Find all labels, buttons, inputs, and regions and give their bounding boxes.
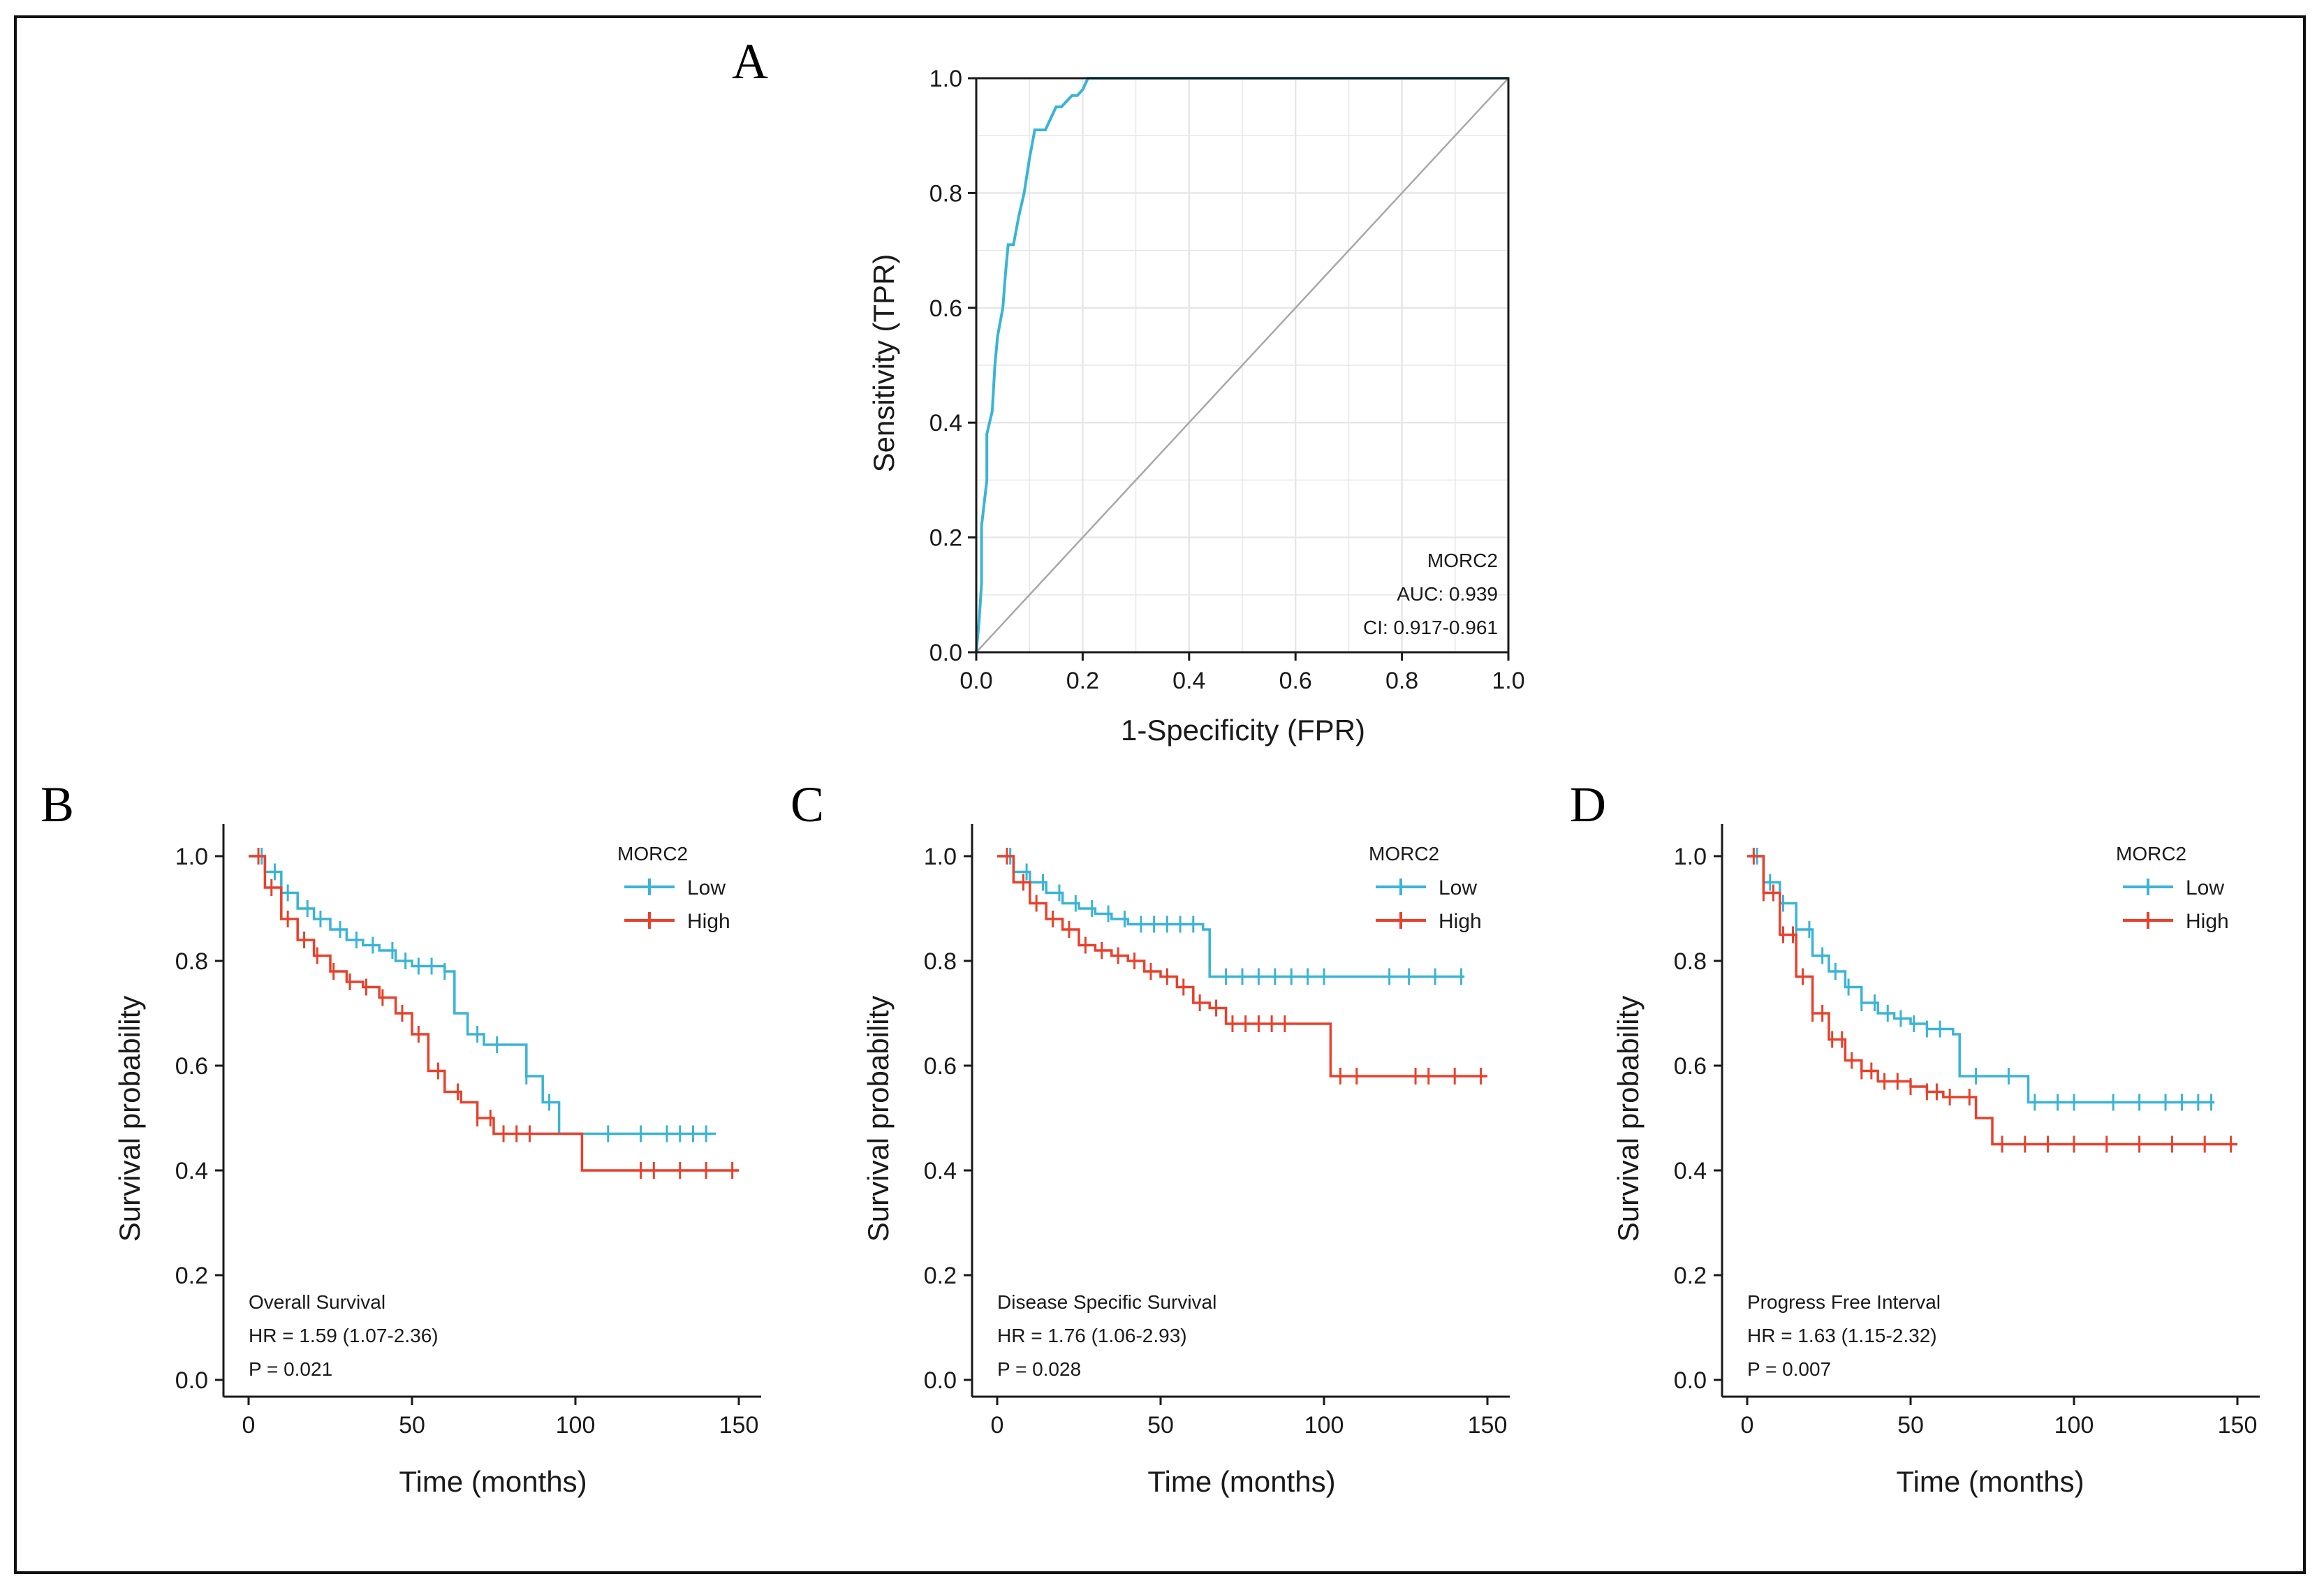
- roc-axes: 0.0 0.2 0.4 0.6 0.8 1.0 0.0 0.2 0.4 0.6 0.8 1.0: [929, 66, 1525, 694]
- roc-annotation-gene: MORC2: [1427, 550, 1498, 571]
- km-b-x-tick-label: 0: [242, 1412, 256, 1439]
- km-d-y-tick-label: 0.2: [1674, 1263, 1707, 1289]
- roc-x-tick-label: 0.8: [1385, 668, 1418, 694]
- km-c-x-axis-title: Time (months): [1147, 1465, 1335, 1498]
- panel-label-d: D: [1570, 777, 1606, 832]
- km-d-y-tick-label: 1.0: [1674, 844, 1707, 870]
- km-b-y-tick-label: 1.0: [175, 844, 208, 870]
- km-b-y-tick-label: 0.4: [175, 1158, 208, 1184]
- km-b-y-tick-label: 0.2: [175, 1263, 208, 1289]
- km-b-y-tick-label: 0.6: [175, 1053, 208, 1080]
- roc-y-tick-label: 0.6: [929, 295, 962, 322]
- roc-y-tick-label: 0.0: [929, 640, 962, 666]
- roc-y-axis-title: Sensitivity (TPR): [867, 254, 900, 473]
- roc-y-tick-label: 0.2: [929, 525, 962, 552]
- roc-y-tick-label: 0.8: [929, 180, 962, 207]
- km-b-annotation-endpoint: Overall Survival: [249, 1291, 385, 1313]
- km-c-legend-title: MORC2: [1369, 843, 1439, 865]
- km-b-y-tick-label: 0.0: [175, 1367, 208, 1394]
- km-d-y-tick-label: 0.8: [1674, 948, 1707, 975]
- km-d-x-axis-title: Time (months): [1896, 1465, 2084, 1498]
- km-d-y-tick-label: 0.4: [1674, 1158, 1707, 1184]
- km-d-y-tick-label: 0.0: [1674, 1367, 1707, 1394]
- roc-x-axis-title: 1-Specificity (FPR): [1121, 714, 1365, 747]
- km-d-annotation-hr: HR = 1.63 (1.15-2.32): [1747, 1325, 1937, 1346]
- km-b-y-axis-title: Survival probability: [113, 996, 146, 1242]
- roc-annotation-ci: CI: 0.917-0.961: [1363, 617, 1498, 638]
- km-d-x-tick-label: 0: [1741, 1412, 1754, 1439]
- km-d-curve-high: [1747, 855, 2237, 1146]
- km-c-x-tick-label: 50: [1147, 1412, 1174, 1439]
- panel-label-c: C: [790, 777, 824, 832]
- roc-lines: [975, 77, 1509, 653]
- roc-x-tick-label: 1.0: [1492, 668, 1524, 694]
- roc-reference-diagonal: [976, 78, 1509, 653]
- roc-curve-morc2: [975, 77, 1508, 653]
- roc-x-tick-label: 0.0: [959, 668, 992, 694]
- km-c-y-tick-label: 0.4: [924, 1158, 957, 1184]
- km-c-legend-high-label: High: [1439, 910, 1482, 933]
- km-c-y-tick-label: 0.2: [924, 1263, 957, 1289]
- km-b-curve-high: [249, 855, 739, 1172]
- km-c-y-tick-label: 1.0: [924, 844, 957, 870]
- km-c-annotation-p: P = 0.028: [997, 1358, 1081, 1380]
- km-d-annotation-endpoint: Progress Free Interval: [1747, 1291, 1941, 1313]
- roc-panel: 0.0 0.2 0.4 0.6 0.8 1.0 0.0 0.2 0.4 0.6 0.8 1.0 MOR…: [867, 66, 1525, 747]
- km-d-legend-title: MORC2: [2116, 843, 2186, 865]
- roc-annotation-auc: AUC: 0.939: [1397, 583, 1498, 605]
- km-c-annotation-endpoint: Disease Specific Survival: [997, 1291, 1216, 1313]
- km-b-x-axis-title: Time (months): [399, 1465, 587, 1498]
- km-c-annotation-hr: HR = 1.76 (1.06-2.93): [997, 1325, 1187, 1346]
- km-b-axes: 0 50 100 150 0.0 0.2 0.4 0.6 0.8 1.0: [175, 824, 761, 1439]
- roc-y-tick-label: 1.0: [929, 66, 962, 92]
- roc-x-tick-label: 0.4: [1172, 668, 1205, 694]
- km-d-curves: [1747, 848, 2237, 1153]
- km-b-x-tick-label: 100: [556, 1412, 596, 1439]
- km-panel-overall-survival: 0 50 100 150 0.0 0.2 0.4 0.6 0.8 1.0 Overall Surv…: [113, 824, 761, 1498]
- km-d-axes: 0 50 100 150 0.0 0.2 0.4 0.6 0.8 1.0: [1674, 824, 2260, 1439]
- km-d-y-axis-title: Survival probability: [1612, 996, 1645, 1242]
- km-b-annotation-p: P = 0.021: [249, 1358, 332, 1380]
- km-b-y-tick-label: 0.8: [175, 948, 208, 975]
- km-d-x-tick-label: 150: [2218, 1412, 2258, 1439]
- km-c-y-tick-label: 0.0: [924, 1367, 957, 1394]
- km-c-curves: [997, 848, 1487, 1085]
- km-c-x-tick-label: 0: [991, 1412, 1004, 1439]
- roc-panel-border: [975, 77, 1510, 654]
- km-d-curve-low: [1747, 855, 2215, 1104]
- km-c-curve-low: [997, 855, 1465, 978]
- roc-x-tick-label: 0.6: [1279, 668, 1312, 694]
- km-b-legend-low-label: Low: [687, 876, 726, 899]
- km-c-y-tick-label: 0.6: [924, 1053, 957, 1080]
- km-c-legend-low-label: Low: [1439, 876, 1477, 899]
- km-d-annotation-p: P = 0.007: [1747, 1358, 1831, 1380]
- panel-label-b: B: [41, 777, 74, 832]
- km-b-legend-title: MORC2: [617, 843, 688, 865]
- km-panel-disease-specific-survival: 0 50 100 150 0.0 0.2 0.4 0.6 0.8 1.0 Disease Spec…: [862, 824, 1510, 1498]
- km-b-x-tick-label: 150: [719, 1412, 759, 1439]
- km-c-y-axis-title: Survival probability: [862, 996, 895, 1242]
- km-b-annotation-hr: HR = 1.59 (1.07-2.36): [249, 1325, 439, 1346]
- km-d-x-tick-label: 100: [2054, 1412, 2094, 1439]
- km-c-curve-high: [997, 855, 1487, 1078]
- km-d-y-tick-label: 0.6: [1674, 1053, 1707, 1080]
- km-c-y-tick-label: 0.8: [924, 948, 957, 975]
- km-b-curves: [249, 848, 739, 1179]
- panel-label-a: A: [732, 34, 768, 89]
- km-panel-progress-free-interval: 0 50 100 150 0.0 0.2 0.4 0.6 0.8 1.0 Progress Fre…: [1612, 824, 2260, 1498]
- roc-y-tick-label: 0.4: [929, 410, 962, 436]
- km-b-legend-high-label: High: [687, 910, 730, 933]
- roc-x-tick-label: 0.2: [1066, 668, 1099, 694]
- km-b-curve-low: [249, 855, 716, 1135]
- km-d-legend-low-label: Low: [2186, 876, 2224, 899]
- km-c-x-tick-label: 100: [1304, 1412, 1344, 1439]
- km-d-legend-high-label: High: [2186, 910, 2229, 933]
- km-b-x-tick-label: 50: [399, 1412, 425, 1439]
- km-c-x-tick-label: 150: [1468, 1412, 1508, 1439]
- km-c-axes: 0 50 100 150 0.0 0.2 0.4 0.6 0.8 1.0: [924, 824, 1510, 1439]
- km-d-x-tick-label: 50: [1897, 1412, 1924, 1439]
